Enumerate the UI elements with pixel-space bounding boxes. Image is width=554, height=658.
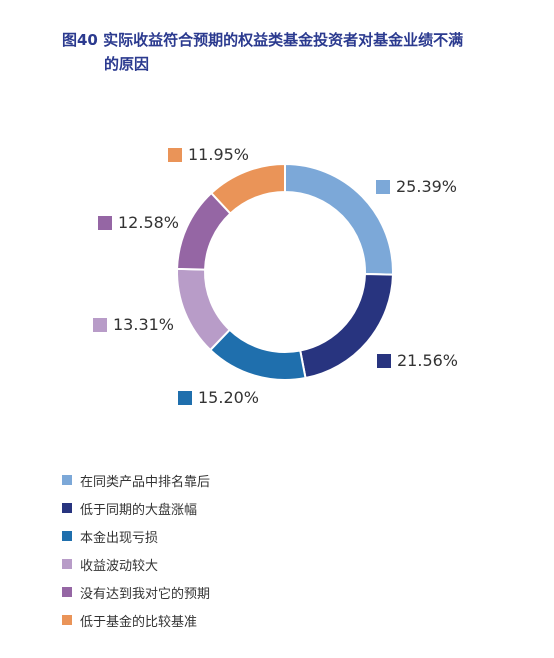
legend-swatch-4	[62, 559, 72, 569]
chart-title-line1: 图40 实际收益符合预期的权益类基金投资者对基金业绩不满	[62, 31, 464, 49]
legend-label-5: 没有达到我对它的预期	[80, 586, 211, 602]
data-label-1: 25.39%	[396, 177, 457, 196]
legend-item-5: 没有达到我对它的预期	[62, 578, 210, 606]
legend-item-1: 在同类产品中排名靠后	[62, 466, 210, 494]
legend-item-6: 低于基金的比较基准	[62, 606, 210, 634]
legend-swatch-1	[62, 475, 72, 485]
legend-item-2: 低于同期的大盘涨幅	[62, 494, 210, 522]
data-label-swatch-1	[376, 180, 390, 194]
legend-item-3: 本金出现亏损	[62, 522, 210, 550]
legend-swatch-6	[62, 615, 72, 625]
legend-label-3: 本金出现亏损	[80, 530, 159, 546]
data-label-swatch-3	[178, 391, 192, 405]
chart-legend: 在同类产品中排名靠后 低于同期的大盘涨幅 本金出现亏损 收益波动较大没有达到我对它的预…	[62, 466, 210, 634]
data-label-3: 15.20%	[198, 388, 259, 407]
data-label-5: 12.58%	[118, 213, 179, 232]
legend-swatch-5	[62, 587, 72, 597]
data-label-swatch-4	[93, 318, 107, 332]
chart-title: 图40 实际收益符合预期的权益类基金投资者对基金业绩不满 的原因	[62, 28, 512, 76]
chart-title-line2: 的原因	[104, 55, 150, 73]
legend-item-4: 收益波动较大	[62, 550, 210, 578]
data-label-4: 13.31%	[113, 315, 174, 334]
donut-slice-6	[209, 162, 286, 215]
data-label-swatch-6	[168, 148, 182, 162]
legend-label-2: 低于同期的大盘涨幅	[80, 502, 198, 518]
legend-label-1: 在同类产品中排名靠后	[80, 474, 211, 490]
data-label-6: 11.95%	[188, 145, 249, 164]
donut-slice-4	[176, 267, 232, 352]
data-label-swatch-2	[377, 354, 391, 368]
data-label-2: 21.56%	[397, 351, 458, 370]
donut-slice-3	[208, 328, 307, 381]
legend-label-4: 收益波动较大	[80, 558, 159, 574]
legend-swatch-2	[62, 503, 72, 513]
data-label-swatch-5	[98, 216, 112, 230]
donut-chart: 25.39% 21.56% 15.20% 13.31% 12.58% 11.95%	[93, 145, 458, 407]
legend-label-6: 低于基金的比较基准	[80, 614, 198, 630]
legend-swatch-3	[62, 531, 72, 541]
